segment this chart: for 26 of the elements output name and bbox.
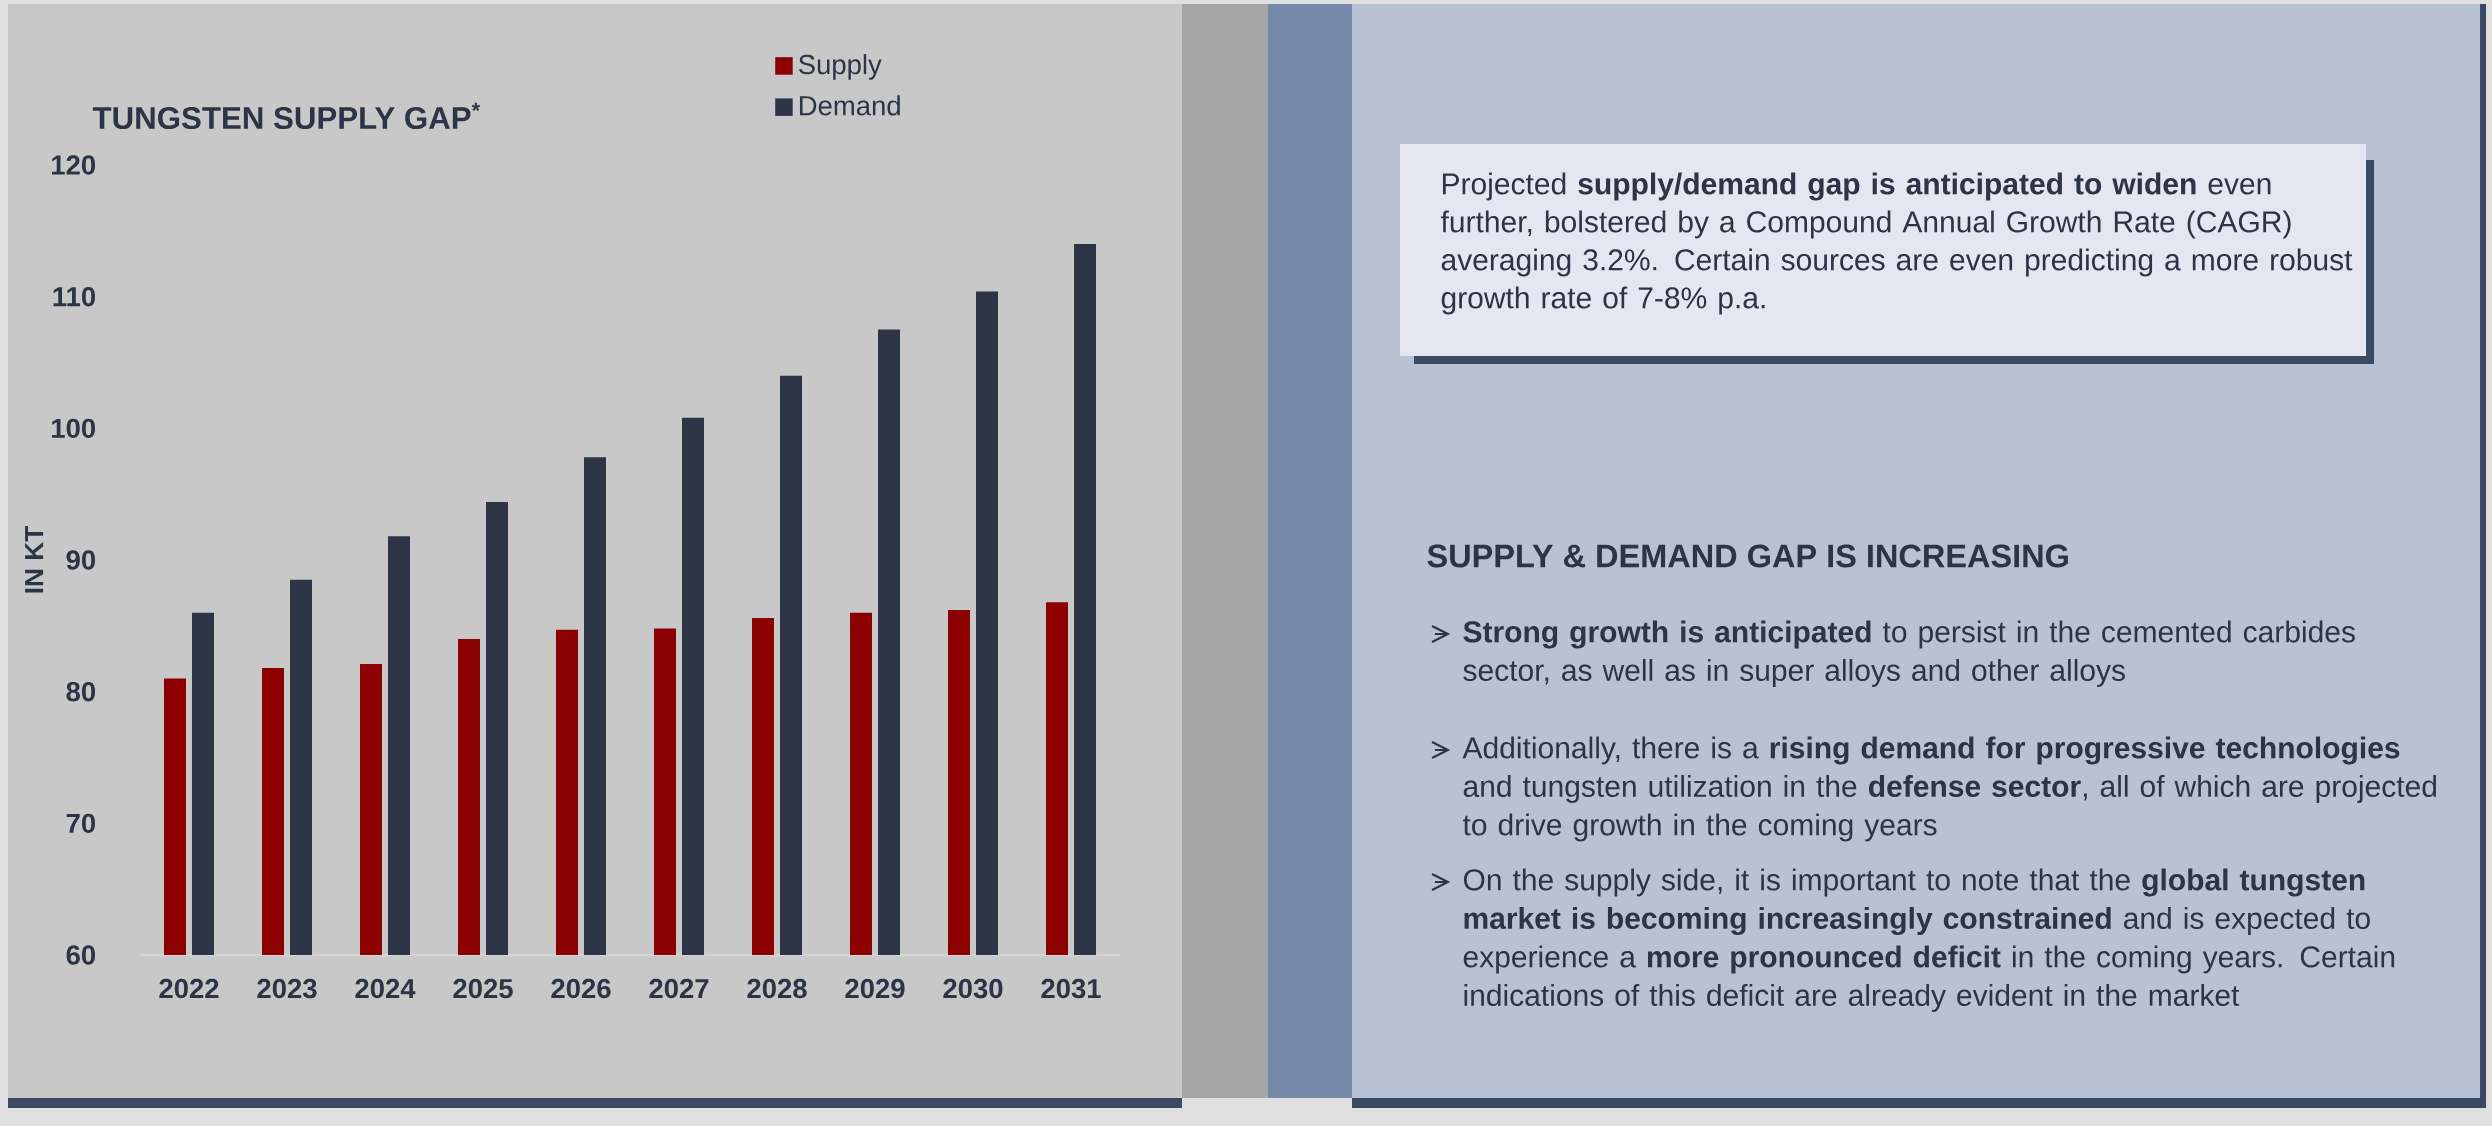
x-tick-label: 2029 [845, 978, 905, 999]
y-tick-label: 120 [52, 155, 96, 175]
y-tick-label: 100 [52, 418, 96, 439]
x-tick-label: 2025 [453, 978, 513, 999]
text: On the supply side, it is important to note that the global tungsten market is becoming increasingly constrained and is expected to experience a more pronounced deficit in the coming years. Certain indications of this deficit are already evident in the market [1463, 868, 2395, 1012]
chart-title: TUNGSTEN SUPPLY GAP$^{*}$ [92, 102, 481, 130]
x-tick-label: 2028 [747, 978, 807, 999]
x-tick-label: 2027 [649, 978, 709, 999]
text: Strong growth is anticipated to persist in the cemented carbides sector, as well as in super alloys and other alloys [1463, 620, 2355, 687]
text: SUPPLY & DEMAND GAP IS INCREASING [1427, 544, 2068, 568]
x-tick-label: 2031 [1041, 978, 1101, 999]
legend-label: Supply [798, 54, 882, 80]
x-tick-label: 2026 [551, 978, 611, 999]
legend-label: Demand [799, 95, 900, 116]
y-tick-label: 70 [66, 813, 96, 834]
y-axis-title: IN KT [25, 526, 44, 593]
y-tick-label: 110 [53, 286, 96, 307]
x-tick-label: 2024 [355, 978, 416, 999]
x-tick-label: 2023 [257, 978, 317, 999]
x-tick-label: 2022 [159, 978, 219, 999]
y-tick-label: 60 [66, 945, 96, 965]
text: Projected supply/demand gap is anticipated to widen even further, bolstered by a Compound Annual Growth Rate (CAGR) averaging 3.2%. Certain sources are even predicting a more robust growth rate of 7-8% p.a. [1440, 172, 2353, 315]
x-tick-label: 2030 [943, 978, 1003, 999]
text: Additionally, there is a rising demand for progressive technologies and tungsten utilization in the defense sector, all of which are projected to drive growth in the coming years [1462, 736, 2437, 842]
y-tick-label: 80 [66, 681, 96, 702]
y-tick-label: 90 [66, 550, 96, 570]
